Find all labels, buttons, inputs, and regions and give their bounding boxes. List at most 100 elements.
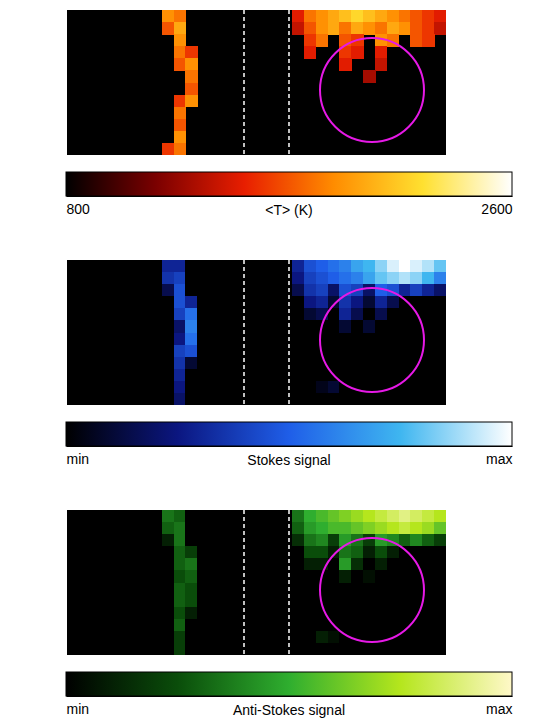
cell	[351, 619, 363, 632]
cell	[387, 546, 399, 559]
cell	[422, 607, 434, 620]
cell	[245, 284, 257, 297]
cell	[399, 510, 411, 523]
cell	[434, 534, 446, 547]
cell	[387, 570, 399, 583]
cell	[138, 260, 150, 273]
panel: 8002600<T> (K)	[66, 10, 513, 218]
cell	[328, 570, 340, 583]
cell	[268, 393, 280, 405]
cell	[399, 534, 411, 547]
cell	[280, 522, 292, 535]
cell	[209, 369, 221, 382]
cell	[363, 345, 375, 358]
cell	[304, 34, 316, 47]
cell	[221, 320, 233, 333]
cell	[79, 320, 91, 333]
cell	[399, 284, 411, 297]
cell	[316, 284, 328, 297]
cell	[434, 583, 446, 596]
cell	[304, 522, 316, 535]
cell	[67, 522, 79, 535]
cell	[363, 260, 375, 273]
cell	[150, 320, 162, 333]
cell	[304, 546, 316, 559]
tick-label: max	[486, 701, 512, 717]
cell	[304, 308, 316, 321]
cell	[138, 381, 150, 394]
cell	[114, 607, 126, 620]
cell	[150, 284, 162, 297]
cell	[79, 357, 91, 370]
cell	[363, 369, 375, 382]
cell	[138, 546, 150, 559]
cell	[375, 272, 387, 285]
cell	[328, 393, 340, 405]
cell	[103, 510, 115, 523]
cell	[91, 510, 103, 523]
plot-background	[67, 260, 446, 405]
cell	[257, 607, 269, 620]
cell	[126, 534, 138, 547]
cell	[185, 320, 197, 333]
cell	[257, 546, 269, 559]
cell	[67, 643, 79, 655]
cell	[103, 522, 115, 535]
cell	[363, 357, 375, 370]
cell	[174, 583, 186, 596]
cell	[351, 320, 363, 333]
cell	[387, 643, 399, 655]
cell	[434, 320, 446, 333]
guide-line	[288, 10, 290, 155]
cell	[292, 333, 304, 346]
cell	[91, 631, 103, 644]
cell	[422, 22, 434, 35]
cell	[162, 308, 174, 321]
cell	[257, 643, 269, 655]
cell	[363, 296, 375, 309]
cell	[422, 534, 434, 547]
cell	[257, 333, 269, 346]
cell	[257, 583, 269, 596]
cell	[245, 369, 257, 382]
cell	[174, 369, 186, 382]
region-circle	[320, 288, 424, 392]
cell	[316, 583, 328, 596]
cell	[351, 22, 363, 35]
cell	[328, 320, 340, 333]
cell	[339, 607, 351, 620]
cell	[410, 534, 422, 547]
cell	[410, 22, 422, 35]
cell	[351, 46, 363, 59]
cell	[162, 369, 174, 382]
cell	[304, 583, 316, 596]
cell	[174, 131, 186, 144]
cell	[268, 510, 280, 523]
cell	[138, 393, 150, 405]
cell	[150, 510, 162, 523]
cell	[268, 583, 280, 596]
cell	[280, 320, 292, 333]
tick-label: max	[486, 451, 512, 467]
cell	[328, 381, 340, 394]
cell	[221, 583, 233, 596]
cell	[292, 284, 304, 297]
cell	[363, 583, 375, 596]
cell	[363, 619, 375, 632]
cell	[174, 22, 186, 35]
cell	[375, 58, 387, 71]
cell	[363, 558, 375, 571]
cell	[174, 643, 186, 655]
cell	[103, 643, 115, 655]
cell	[67, 570, 79, 583]
cell	[292, 522, 304, 535]
cell	[339, 345, 351, 358]
cell	[304, 369, 316, 382]
colorbar	[66, 422, 512, 446]
cell	[292, 260, 304, 273]
cell	[114, 534, 126, 547]
cell	[339, 393, 351, 405]
cell	[174, 260, 186, 273]
cell	[410, 284, 422, 297]
cell	[351, 643, 363, 655]
